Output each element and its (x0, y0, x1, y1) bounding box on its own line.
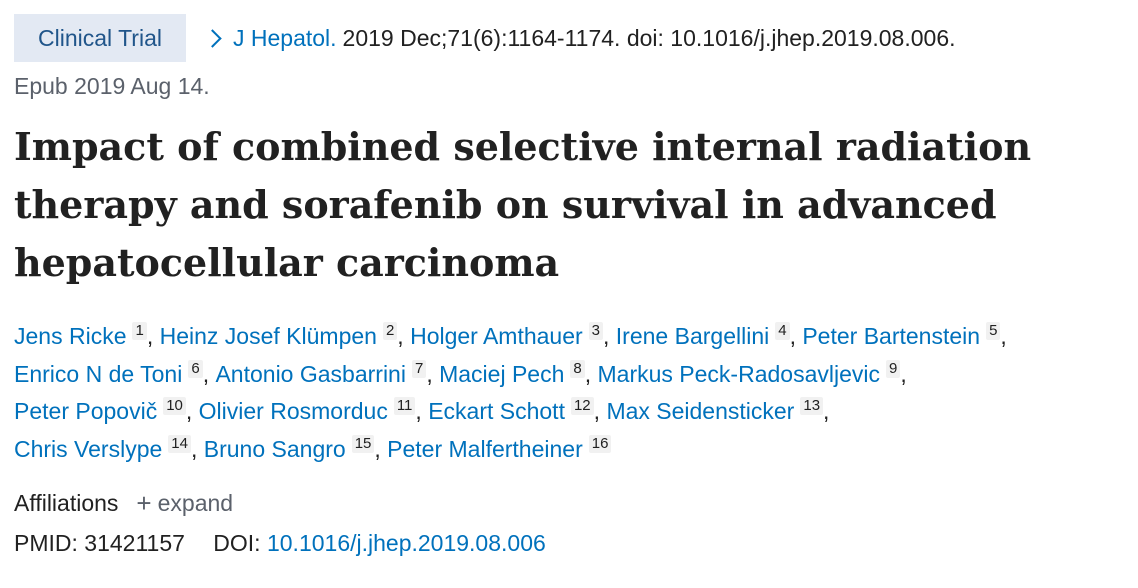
author-link[interactable]: Antonio Gasbarrini (215, 360, 406, 387)
affiliation-number[interactable]: 13 (800, 397, 824, 415)
publication-type-badge[interactable]: Clinical Trial (14, 14, 186, 62)
affiliation-number[interactable]: 3 (588, 322, 604, 340)
citation-text: 2019 Dec;71(6):1164-1174. doi: 10.1016/j… (342, 25, 956, 51)
author-link[interactable]: Chris Verslype (14, 435, 163, 462)
plus-icon[interactable]: + (136, 488, 152, 518)
author-link[interactable]: Olivier Rosmorduc (198, 398, 388, 424)
journal-link[interactable]: J Hepatol. (232, 25, 337, 51)
affiliation-number[interactable]: 16 (588, 434, 612, 453)
author-link[interactable]: Peter Popovič (14, 398, 158, 424)
affiliation-number[interactable]: 2 (382, 322, 398, 340)
affiliation-number[interactable]: 7 (411, 359, 427, 378)
affiliation-number[interactable]: 11 (393, 397, 416, 415)
author-link[interactable]: Bruno Sangro (203, 435, 346, 462)
title-line: hepatocellular carcinoma (14, 240, 560, 285)
author-link[interactable]: Holger Amthauer (410, 323, 583, 349)
affiliation-number[interactable]: 15 (351, 434, 375, 453)
author-item: Peter Bartenstein 5, (802, 322, 1007, 349)
author-item: Heinz Josef Klümpen 2, (159, 322, 411, 349)
author-item: Markus Peck-Radosavljevic 9, (597, 359, 907, 387)
author-link[interactable]: Peter Bartenstein (802, 323, 981, 349)
author-item: Olivier Rosmorduc 11, (198, 397, 429, 424)
author-item: Irene Bargellini 4, (615, 322, 803, 349)
expand-affiliations-button[interactable]: expand (157, 490, 234, 516)
affiliation-number[interactable]: 6 (188, 359, 203, 378)
author-link[interactable]: Irene Bargellini (615, 323, 770, 349)
title-line: Impact of combined selective internal ra… (14, 124, 1032, 169)
author-link[interactable]: Enrico N de Toni (14, 360, 183, 387)
affiliation-number[interactable]: 9 (885, 359, 901, 378)
pmid-label: PMID: (14, 530, 78, 556)
author-item: Eckart Schott 12, (428, 397, 607, 424)
affiliation-number[interactable]: 1 (132, 322, 147, 340)
affiliation-number[interactable]: 5 (986, 322, 1001, 340)
doi-link[interactable]: 10.1016/j.jhep.2019.08.006 (266, 530, 546, 556)
pmid-value: 31421157 (84, 530, 185, 556)
affiliations-row: Affiliations + expand (14, 484, 1130, 522)
identifiers-row: PMID: 31421157 DOI: 10.1016/j.jhep.2019.… (14, 524, 1130, 562)
author-item: Chris Verslype 14, (14, 434, 204, 462)
author-item: Jens Ricke 1, (14, 322, 160, 349)
author-list: Jens Ricke 1, Heinz Josef Klümpen 2, Holge… (14, 318, 1138, 468)
author-link[interactable]: Jens Ricke (14, 323, 127, 349)
author-item: Max Seidensticker 13, (606, 397, 830, 424)
author-link[interactable]: Heinz Josef Klümpen (159, 323, 377, 349)
author-link[interactable]: Markus Peck-Radosavljevic (597, 360, 880, 387)
author-link[interactable]: Peter Malfertheiner (387, 435, 583, 462)
chevron-right-icon[interactable] (203, 28, 222, 48)
article-page: Clinical Trial J Hepatol. 2019 Dec;71(6)… (14, 14, 1130, 562)
author-item: Enrico N de Toni 6, (14, 359, 216, 387)
affiliation-number[interactable]: 8 (570, 359, 585, 378)
author-item: Bruno Sangro 15, (203, 434, 388, 462)
article-title: Impact of combined selective internal ra… (14, 118, 1094, 292)
author-item: Holger Amthauer 3, (410, 322, 616, 349)
author-item: Peter Malfertheiner 16 (387, 434, 612, 462)
author-item: Maciej Pech 8, (439, 359, 598, 387)
epub-date: Epub 2019 Aug 14. (14, 73, 210, 99)
author-link[interactable]: Maciej Pech (439, 360, 565, 387)
affiliations-label: Affiliations (14, 490, 119, 516)
author-item: Peter Popovič 10, (14, 397, 199, 424)
affiliation-number[interactable]: 10 (163, 397, 186, 415)
affiliation-number[interactable]: 4 (775, 322, 790, 340)
author-link[interactable]: Max Seidensticker (606, 398, 795, 424)
citation-header: Clinical Trial J Hepatol. 2019 Dec;71(6)… (14, 14, 1130, 62)
title-line: therapy and sorafenib on survival in adv… (14, 182, 997, 227)
affiliation-number[interactable]: 14 (168, 434, 191, 453)
author-item: Antonio Gasbarrini 7, (215, 359, 440, 387)
doi-label: DOI: (213, 530, 261, 556)
affiliation-number[interactable]: 12 (570, 397, 594, 415)
author-link[interactable]: Eckart Schott (428, 398, 565, 424)
